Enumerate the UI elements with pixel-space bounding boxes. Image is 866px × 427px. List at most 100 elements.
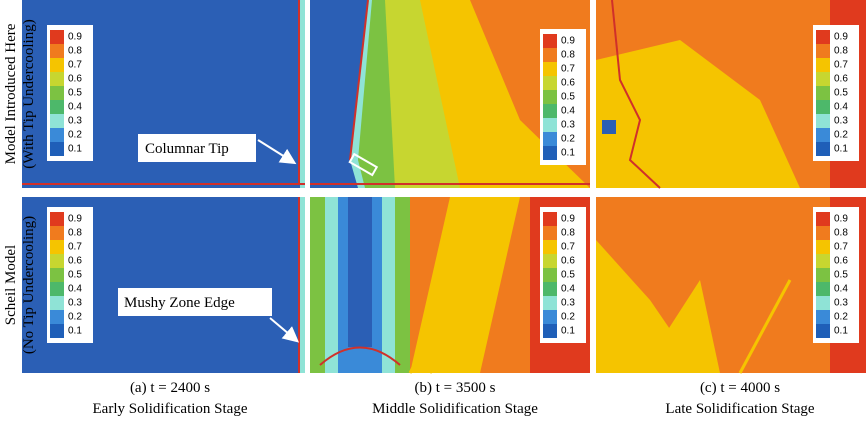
- colorbar-swatch: [816, 72, 830, 86]
- caption-stage: Middle Solidification Stage: [372, 401, 538, 417]
- colorbar-swatch: [543, 268, 557, 282]
- colorbar-swatch: [543, 76, 557, 90]
- colorbar-swatch: [50, 310, 64, 324]
- colorbar-swatch: [50, 254, 64, 268]
- colorbar: 0.9 0.8 0.7 0.6 0.5 0.4 0.3 0.2 0.1: [47, 207, 93, 343]
- colorbar-label: 0.6: [834, 256, 848, 267]
- colorbar-swatch: [816, 324, 830, 338]
- colorbar-swatch: [50, 30, 64, 44]
- colorbar-label: 0.1: [834, 144, 848, 155]
- colorbar-label: 0.9: [561, 36, 575, 47]
- colorbar-swatch: [543, 296, 557, 310]
- colorbar-label: 0.6: [561, 256, 575, 267]
- annotation-columnar-tip: Columnar Tip: [138, 134, 297, 165]
- colorbar-label: 0.5: [561, 270, 575, 281]
- colorbar-label: 0.6: [68, 74, 82, 85]
- colorbar-swatch: [816, 142, 830, 156]
- colorbar-swatch: [816, 100, 830, 114]
- colorbar-swatch: [816, 212, 830, 226]
- colorbar-swatch: [543, 146, 557, 160]
- colorbar-label: 0.3: [561, 120, 575, 131]
- colorbar-label: 0.5: [834, 270, 848, 281]
- colorbar-label: 0.9: [561, 214, 575, 225]
- colorbar: 0.9 0.8 0.7 0.6 0.5 0.4 0.3 0.2 0.1: [813, 207, 859, 343]
- colorbar: 0.9 0.8 0.7 0.6 0.5 0.4 0.3 0.2 0.1: [813, 25, 859, 161]
- colorbar-label: 0.2: [834, 312, 848, 323]
- colorbar-label: 0.7: [561, 64, 575, 75]
- colorbar-label: 0.5: [561, 92, 575, 103]
- colorbar-swatch: [543, 48, 557, 62]
- colorbar-label: 0.4: [561, 106, 575, 117]
- caption-stage: Early Solidification Stage: [93, 401, 248, 417]
- colorbar-swatch: [543, 282, 557, 296]
- colorbar: 0.9 0.8 0.7 0.6 0.5 0.4 0.3 0.2 0.1: [47, 25, 93, 161]
- colorbar-swatch: [816, 86, 830, 100]
- colorbar-label: 0.9: [68, 32, 82, 43]
- colorbar-label: 0.8: [68, 228, 82, 239]
- colorbar-label: 0.2: [68, 130, 82, 141]
- colorbar-label: 0.6: [561, 78, 575, 89]
- colorbar-label: 0.4: [68, 284, 82, 295]
- colorbar-swatch: [816, 254, 830, 268]
- colorbar-swatch: [50, 282, 64, 296]
- colorbar-swatch: [543, 34, 557, 48]
- colorbar-label: 0.5: [68, 88, 82, 99]
- colorbar-swatch: [543, 226, 557, 240]
- colorbar-swatch: [50, 226, 64, 240]
- colorbar-label: 0.8: [561, 50, 575, 61]
- colorbar-label: 0.7: [561, 242, 575, 253]
- colorbar-label: 0.5: [834, 88, 848, 99]
- colorbar-swatch: [543, 104, 557, 118]
- colorbar-label: 0.8: [68, 46, 82, 57]
- colorbar-swatch: [50, 268, 64, 282]
- colorbar-label: 0.8: [834, 228, 848, 239]
- colorbar-swatch: [50, 58, 64, 72]
- colorbar-label: 0.3: [561, 298, 575, 309]
- colorbar-swatch: [816, 310, 830, 324]
- colorbar-swatch: [50, 114, 64, 128]
- colorbar-swatch: [543, 240, 557, 254]
- colorbar-label: 0.3: [834, 298, 848, 309]
- row-label: Model Introduced Here: [3, 23, 19, 164]
- colorbar-swatch: [50, 240, 64, 254]
- annotation-label: Mushy Zone Edge: [124, 295, 235, 311]
- colorbar: 0.9 0.8 0.7 0.6 0.5 0.4 0.3 0.2 0.1: [540, 207, 586, 343]
- colorbar-swatch: [50, 324, 64, 338]
- colorbar-label: 0.7: [834, 60, 848, 71]
- colorbar-swatch: [816, 226, 830, 240]
- colorbar-label: 0.6: [68, 256, 82, 267]
- colorbar-label: 0.2: [561, 312, 575, 323]
- colorbar-swatch: [816, 114, 830, 128]
- colorbar-label: 0.9: [834, 32, 848, 43]
- colorbar-swatch: [816, 268, 830, 282]
- colorbar-label: 0.7: [68, 242, 82, 253]
- colorbar-label: 0.3: [68, 116, 82, 127]
- colorbar-swatch: [816, 58, 830, 72]
- colorbar-swatch: [543, 62, 557, 76]
- colorbar-label: 0.8: [561, 228, 575, 239]
- colorbar-swatch: [816, 128, 830, 142]
- colorbar-label: 0.6: [834, 74, 848, 85]
- colorbar-label: 0.2: [68, 312, 82, 323]
- colorbar-label: 0.1: [834, 326, 848, 337]
- colorbar-swatch: [816, 240, 830, 254]
- colorbar-swatch: [50, 44, 64, 58]
- colorbar-swatch: [816, 44, 830, 58]
- row-label: (With Tip Undercooling): [21, 19, 37, 168]
- colorbar-swatch: [543, 212, 557, 226]
- colorbar-swatch: [50, 142, 64, 156]
- caption-stage: Late Solidification Stage: [665, 401, 814, 417]
- colorbar-swatch: [816, 282, 830, 296]
- colorbar-swatch: [543, 118, 557, 132]
- caption-time: (a) t = 2400 s: [130, 380, 210, 396]
- colorbar: 0.9 0.8 0.7 0.6 0.5 0.4 0.3 0.2 0.1: [540, 29, 586, 165]
- colorbar-label: 0.4: [834, 284, 848, 295]
- colorbar-swatch: [50, 296, 64, 310]
- colorbar-label: 0.3: [834, 116, 848, 127]
- colorbar-label: 0.7: [68, 60, 82, 71]
- colorbar-label: 0.9: [68, 214, 82, 225]
- caption-time: (c) t = 4000 s: [700, 380, 780, 396]
- annotation-label: Columnar Tip: [145, 141, 229, 157]
- colorbar-label: 0.2: [561, 134, 575, 145]
